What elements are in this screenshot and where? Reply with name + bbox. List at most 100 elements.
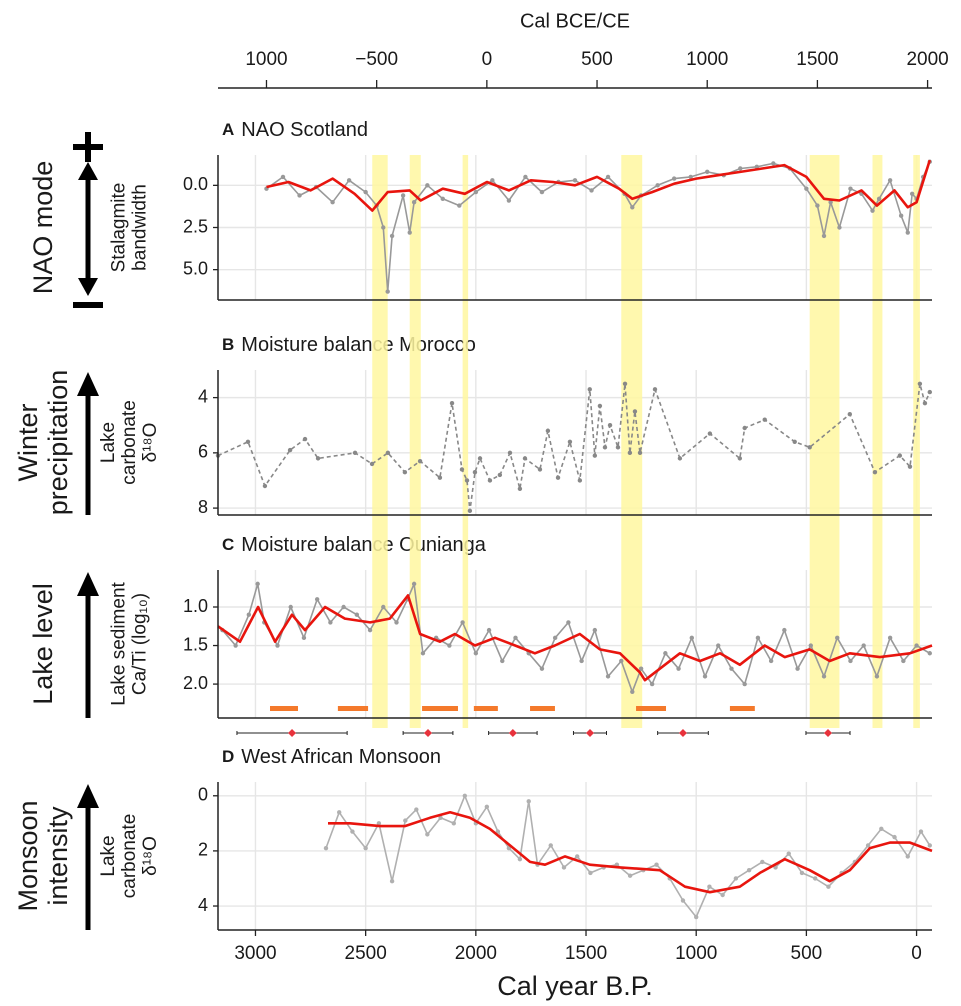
data-point — [548, 843, 553, 848]
data-line — [217, 383, 931, 512]
data-point — [861, 643, 866, 648]
data-point — [301, 635, 307, 641]
data-point — [460, 620, 465, 625]
data-point — [927, 651, 932, 656]
y-axis-label: Lake sediment — [109, 581, 130, 705]
data-point — [402, 469, 408, 475]
data-point — [742, 425, 747, 431]
data-point — [907, 464, 913, 469]
age-segment — [337, 706, 369, 711]
data-point — [615, 445, 621, 450]
panel-letter: C — [222, 535, 234, 554]
data-point — [897, 453, 903, 458]
data-point — [579, 658, 584, 664]
data-point — [381, 604, 386, 610]
top-tick-label: 500 — [581, 49, 613, 70]
data-point — [654, 862, 659, 867]
data-line — [217, 594, 933, 682]
data-point — [702, 674, 708, 679]
side-label: precipitation — [43, 370, 73, 516]
data-point — [275, 643, 280, 648]
data-point — [914, 643, 919, 648]
data-point — [768, 658, 774, 664]
y-tick-label: 1.0 — [183, 596, 208, 616]
data-point — [848, 658, 853, 664]
data-point — [477, 456, 483, 461]
data-point — [352, 450, 358, 456]
side-label: NAO mode — [28, 161, 58, 295]
y-tick-label: 2.0 — [183, 673, 208, 693]
data-point — [438, 815, 443, 821]
panel-title: B Moisture balance Morocco — [222, 334, 476, 356]
y-axis-label: δ¹⁸O — [140, 836, 161, 876]
data-point — [622, 381, 628, 387]
y-tick-label: 5.0 — [183, 258, 208, 278]
data-point — [828, 200, 833, 205]
data-point — [627, 450, 633, 456]
date-point — [288, 729, 297, 737]
data-point — [755, 635, 761, 641]
data-point — [459, 467, 465, 472]
data-point — [539, 189, 545, 195]
data-point — [835, 635, 840, 641]
data-point — [720, 892, 725, 898]
data-point — [782, 627, 787, 633]
data-point — [638, 666, 644, 671]
data-point — [737, 456, 743, 461]
data-line — [266, 159, 932, 212]
date-point — [585, 729, 594, 737]
shaded-period — [872, 155, 883, 728]
data-point — [417, 458, 423, 464]
data-point — [887, 178, 893, 183]
data-point — [341, 604, 346, 610]
data-point — [346, 178, 352, 183]
age-segment — [729, 706, 755, 711]
data-point — [363, 189, 368, 195]
data-point — [689, 635, 694, 641]
data-point — [799, 870, 805, 876]
data-point — [287, 447, 293, 453]
data-point — [437, 475, 443, 480]
data-point — [567, 439, 573, 445]
age-segment — [530, 706, 555, 711]
data-point — [315, 456, 321, 461]
data-point — [500, 658, 505, 664]
data-point — [905, 854, 910, 859]
data-point — [566, 620, 571, 625]
data-point — [484, 804, 490, 810]
data-point — [592, 453, 598, 458]
data-point — [330, 200, 335, 205]
y-axis-label: bandwidth — [130, 184, 151, 271]
data-point — [876, 196, 882, 202]
data-point — [506, 198, 512, 203]
data-point — [804, 186, 809, 191]
age-segment — [422, 706, 458, 711]
top-axis-title: Cal BCE/CE — [520, 10, 630, 32]
plot-background — [218, 782, 932, 930]
data-point — [821, 233, 827, 239]
data-point — [589, 188, 594, 193]
data-point — [762, 417, 767, 422]
data-point — [607, 423, 613, 428]
arrow-head — [77, 572, 99, 596]
arrow-head — [78, 162, 98, 180]
arrow-head — [78, 278, 98, 296]
x-tick-label: 1000 — [675, 943, 717, 964]
data-point — [716, 643, 721, 648]
panel-title-text: NAO Scotland — [241, 119, 368, 141]
data-point — [575, 854, 580, 859]
date-point — [508, 729, 517, 737]
data-point — [680, 898, 686, 903]
data-point — [539, 666, 545, 671]
data-point — [707, 884, 712, 889]
data-point — [447, 643, 452, 648]
data-line — [266, 161, 931, 293]
data-point — [786, 851, 791, 856]
data-point — [473, 189, 479, 195]
data-point — [389, 233, 395, 239]
x-tick-label: 2500 — [345, 943, 387, 964]
data-point — [733, 876, 739, 881]
panel-letter: B — [222, 335, 234, 354]
data-point — [472, 469, 478, 475]
minus-sign — [73, 302, 103, 308]
